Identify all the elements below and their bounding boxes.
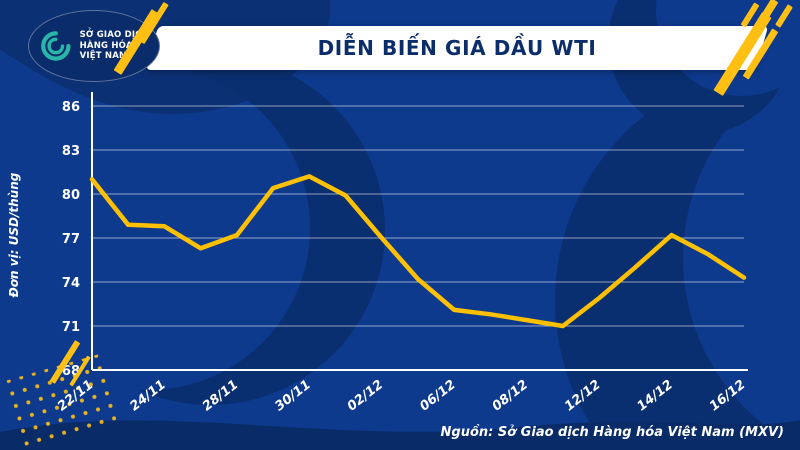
- source-attribution: Nguồn: Sở Giao dịch Hàng hóa Việt Nam (M…: [440, 425, 784, 440]
- y-axis-unit-label: Đơn vị: USD/thùng: [7, 172, 21, 298]
- logo-text: SỞ GIAO DỊCH HÀNG HÓA VIỆT NAM: [80, 30, 149, 62]
- mxv-spiral-icon: [41, 31, 71, 61]
- logo-line-1: SỞ GIAO DỊCH: [79, 30, 149, 41]
- title-banner: DIỄN BIẾN GIÁ DẦU WTI: [152, 26, 762, 70]
- logo-line-3: VIỆT NAM: [79, 51, 128, 62]
- logo-line-2: HÀNG HÓA: [79, 40, 133, 51]
- mxv-logo: SỞ GIAO DỊCH HÀNG HÓA VIỆT NAM: [28, 10, 160, 82]
- dot-pattern: [6, 354, 119, 450]
- page-title: DIỄN BIẾN GIÁ DẦU WTI: [317, 36, 597, 60]
